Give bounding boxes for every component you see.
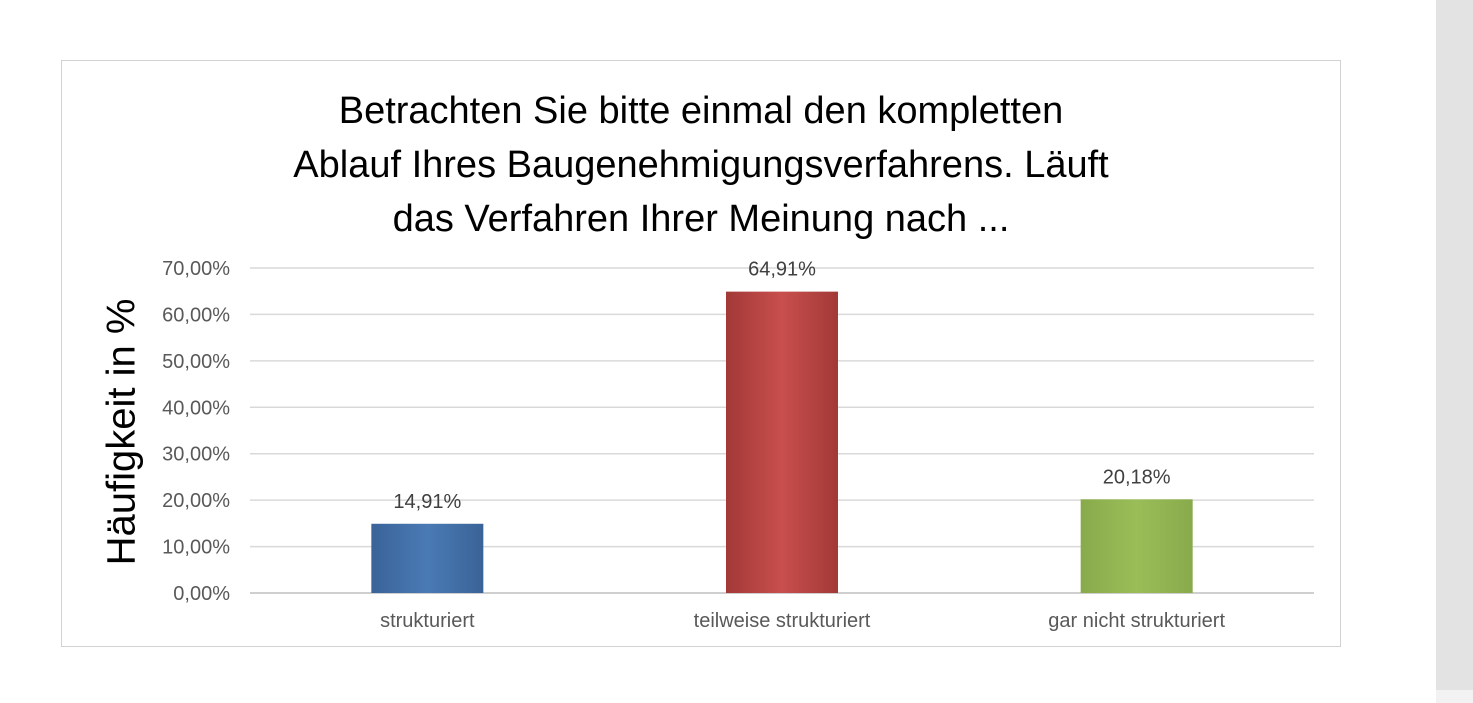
- chart-title-line-1: Betrachten Sie bitte einmal den komplett…: [338, 90, 1064, 132]
- data-label: 14,91%: [393, 491, 461, 513]
- y-tick-label: 20,00%: [162, 490, 230, 512]
- y-tick-label: 0,00%: [173, 583, 230, 605]
- y-tick-label: 10,00%: [162, 537, 230, 559]
- y-tick-label: 30,00%: [162, 444, 230, 466]
- y-tick-label: 50,00%: [162, 351, 230, 373]
- x-category-label: strukturiert: [380, 610, 475, 632]
- y-tick-label: 60,00%: [162, 304, 230, 326]
- y-tick-label: 40,00%: [162, 397, 230, 419]
- x-category-label: gar nicht strukturiert: [1048, 610, 1225, 632]
- chart-title-line-2: Ablauf Ihres Baugenehmigungsverfahrens. …: [293, 144, 1109, 186]
- bar-2: [726, 291, 838, 593]
- chart-title-line-3: das Verfahren Ihrer Meinung nach ...: [392, 198, 1010, 240]
- chart-title: Betrachten Sie bitte einmal den komplett…: [61, 84, 1341, 246]
- scrollbar-corner: [1436, 690, 1473, 703]
- data-label: 64,91%: [748, 259, 816, 281]
- data-label: 20,18%: [1103, 466, 1171, 488]
- x-category-label: teilweise strukturiert: [694, 610, 871, 632]
- scrollbar-track[interactable]: [1436, 0, 1473, 690]
- bar-1: [371, 523, 484, 593]
- bar-3: [1080, 499, 1193, 593]
- y-tick-label: 70,00%: [162, 258, 230, 280]
